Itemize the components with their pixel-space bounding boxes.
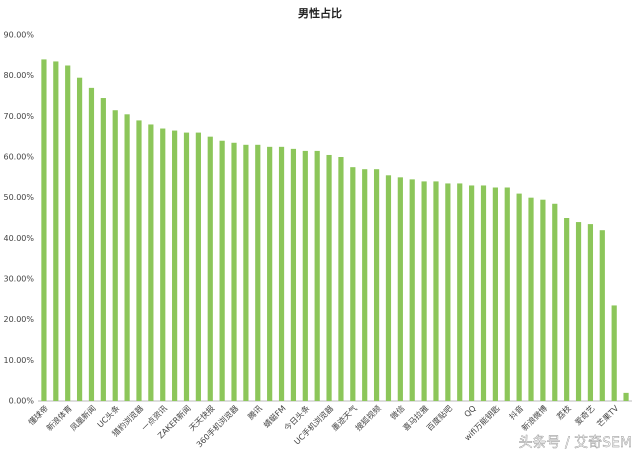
chart-title: 男性占比 xyxy=(298,6,342,20)
y-tick-label: 40.00% xyxy=(3,234,34,243)
bar xyxy=(338,157,344,401)
bar xyxy=(611,305,617,401)
bar xyxy=(575,222,582,401)
bar xyxy=(373,169,380,401)
y-tick-label: 20.00% xyxy=(3,315,34,324)
bar xyxy=(540,199,546,401)
bar xyxy=(65,65,71,401)
bar xyxy=(433,181,439,401)
bar xyxy=(385,175,392,401)
y-tick-label: 80.00% xyxy=(3,71,34,80)
bar xyxy=(599,230,605,401)
bar xyxy=(409,179,415,401)
bar xyxy=(160,128,166,402)
bar xyxy=(564,218,570,401)
bar xyxy=(100,98,106,402)
bar xyxy=(53,61,59,401)
bar xyxy=(528,197,534,401)
bar xyxy=(469,185,475,401)
bar xyxy=(421,181,427,401)
bar xyxy=(219,140,225,401)
y-tick-label: 90.00% xyxy=(3,31,34,40)
bar xyxy=(445,183,451,401)
bar xyxy=(326,154,332,401)
bar xyxy=(587,224,594,401)
bar xyxy=(136,120,142,402)
bar xyxy=(623,392,629,401)
bar xyxy=(41,59,47,402)
bar xyxy=(278,146,285,401)
y-tick-label: 10.00% xyxy=(3,356,34,365)
bar xyxy=(350,167,356,401)
watermark: 头条号 / 艾奇SEM xyxy=(519,434,632,451)
bar xyxy=(290,148,297,401)
bar xyxy=(243,144,249,402)
bar xyxy=(516,193,522,401)
bar xyxy=(314,150,320,401)
y-tick-label: 60.00% xyxy=(3,153,34,162)
bar xyxy=(255,144,261,402)
bar xyxy=(362,169,368,401)
bar xyxy=(195,132,201,401)
bar xyxy=(552,203,558,401)
bar xyxy=(492,187,498,401)
bar xyxy=(267,146,273,401)
bar xyxy=(172,130,178,402)
y-tick-label: 30.00% xyxy=(3,275,34,284)
bar xyxy=(124,114,130,402)
bar xyxy=(148,124,154,401)
bar xyxy=(112,110,118,401)
bar xyxy=(88,87,95,401)
bar xyxy=(397,177,403,401)
bar xyxy=(76,77,83,401)
bar xyxy=(480,185,487,401)
y-tick-label: 70.00% xyxy=(3,112,34,121)
y-tick-label: 50.00% xyxy=(3,193,34,202)
bar xyxy=(504,187,510,401)
bar xyxy=(207,136,213,401)
bar xyxy=(183,132,190,401)
bar xyxy=(231,142,237,401)
bar xyxy=(457,183,463,401)
y-tick-label: 0.00% xyxy=(9,397,35,406)
bar xyxy=(302,150,308,401)
